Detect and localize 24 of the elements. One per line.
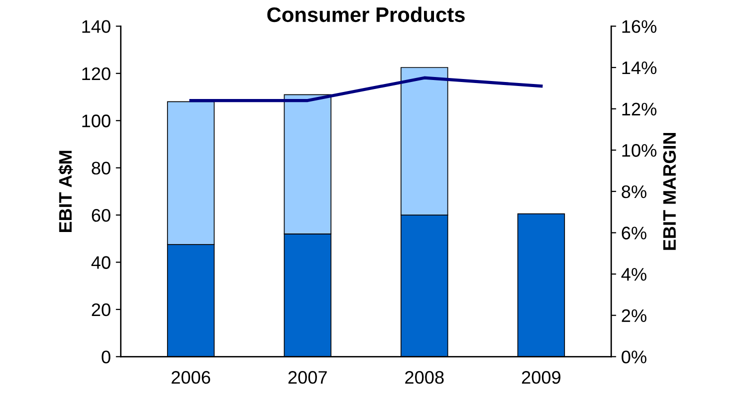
y2-tick-label: 10%: [622, 144, 656, 157]
y-axis-title: EBIT A$M: [58, 150, 73, 232]
y-tick-label: 80: [92, 162, 110, 175]
x-tick-label: 2009: [522, 371, 560, 384]
x-tick-label: 2006: [172, 371, 210, 384]
y2-tick-label: 12%: [622, 102, 656, 116]
y2-axis-title: EBIT MARGIN: [663, 132, 676, 250]
chart-title: Consumer Products: [267, 6, 465, 22]
y-tick-label: 40: [91, 256, 110, 269]
x-tick-label: 2008: [405, 371, 444, 384]
x-tick-label: 2007: [288, 371, 327, 384]
y-tick-label: 0: [102, 350, 110, 364]
y-tick-label: 140: [82, 20, 110, 33]
y2-tick-label: 16%: [622, 20, 656, 33]
y-tick-label: 60: [92, 208, 110, 222]
y2-tick-label: 2%: [622, 309, 646, 322]
y2-tick-label: 0%: [622, 350, 646, 364]
y2-tick-label: 6%: [622, 226, 646, 240]
y-tick-label: 100: [82, 114, 110, 128]
y2-tick-label: 14%: [622, 62, 656, 74]
y-tick-label: 120: [82, 67, 110, 80]
y2-tick-label: 8%: [622, 185, 646, 198]
y-tick-label: 20: [92, 303, 110, 316]
y2-tick-label: 4%: [621, 268, 646, 281]
